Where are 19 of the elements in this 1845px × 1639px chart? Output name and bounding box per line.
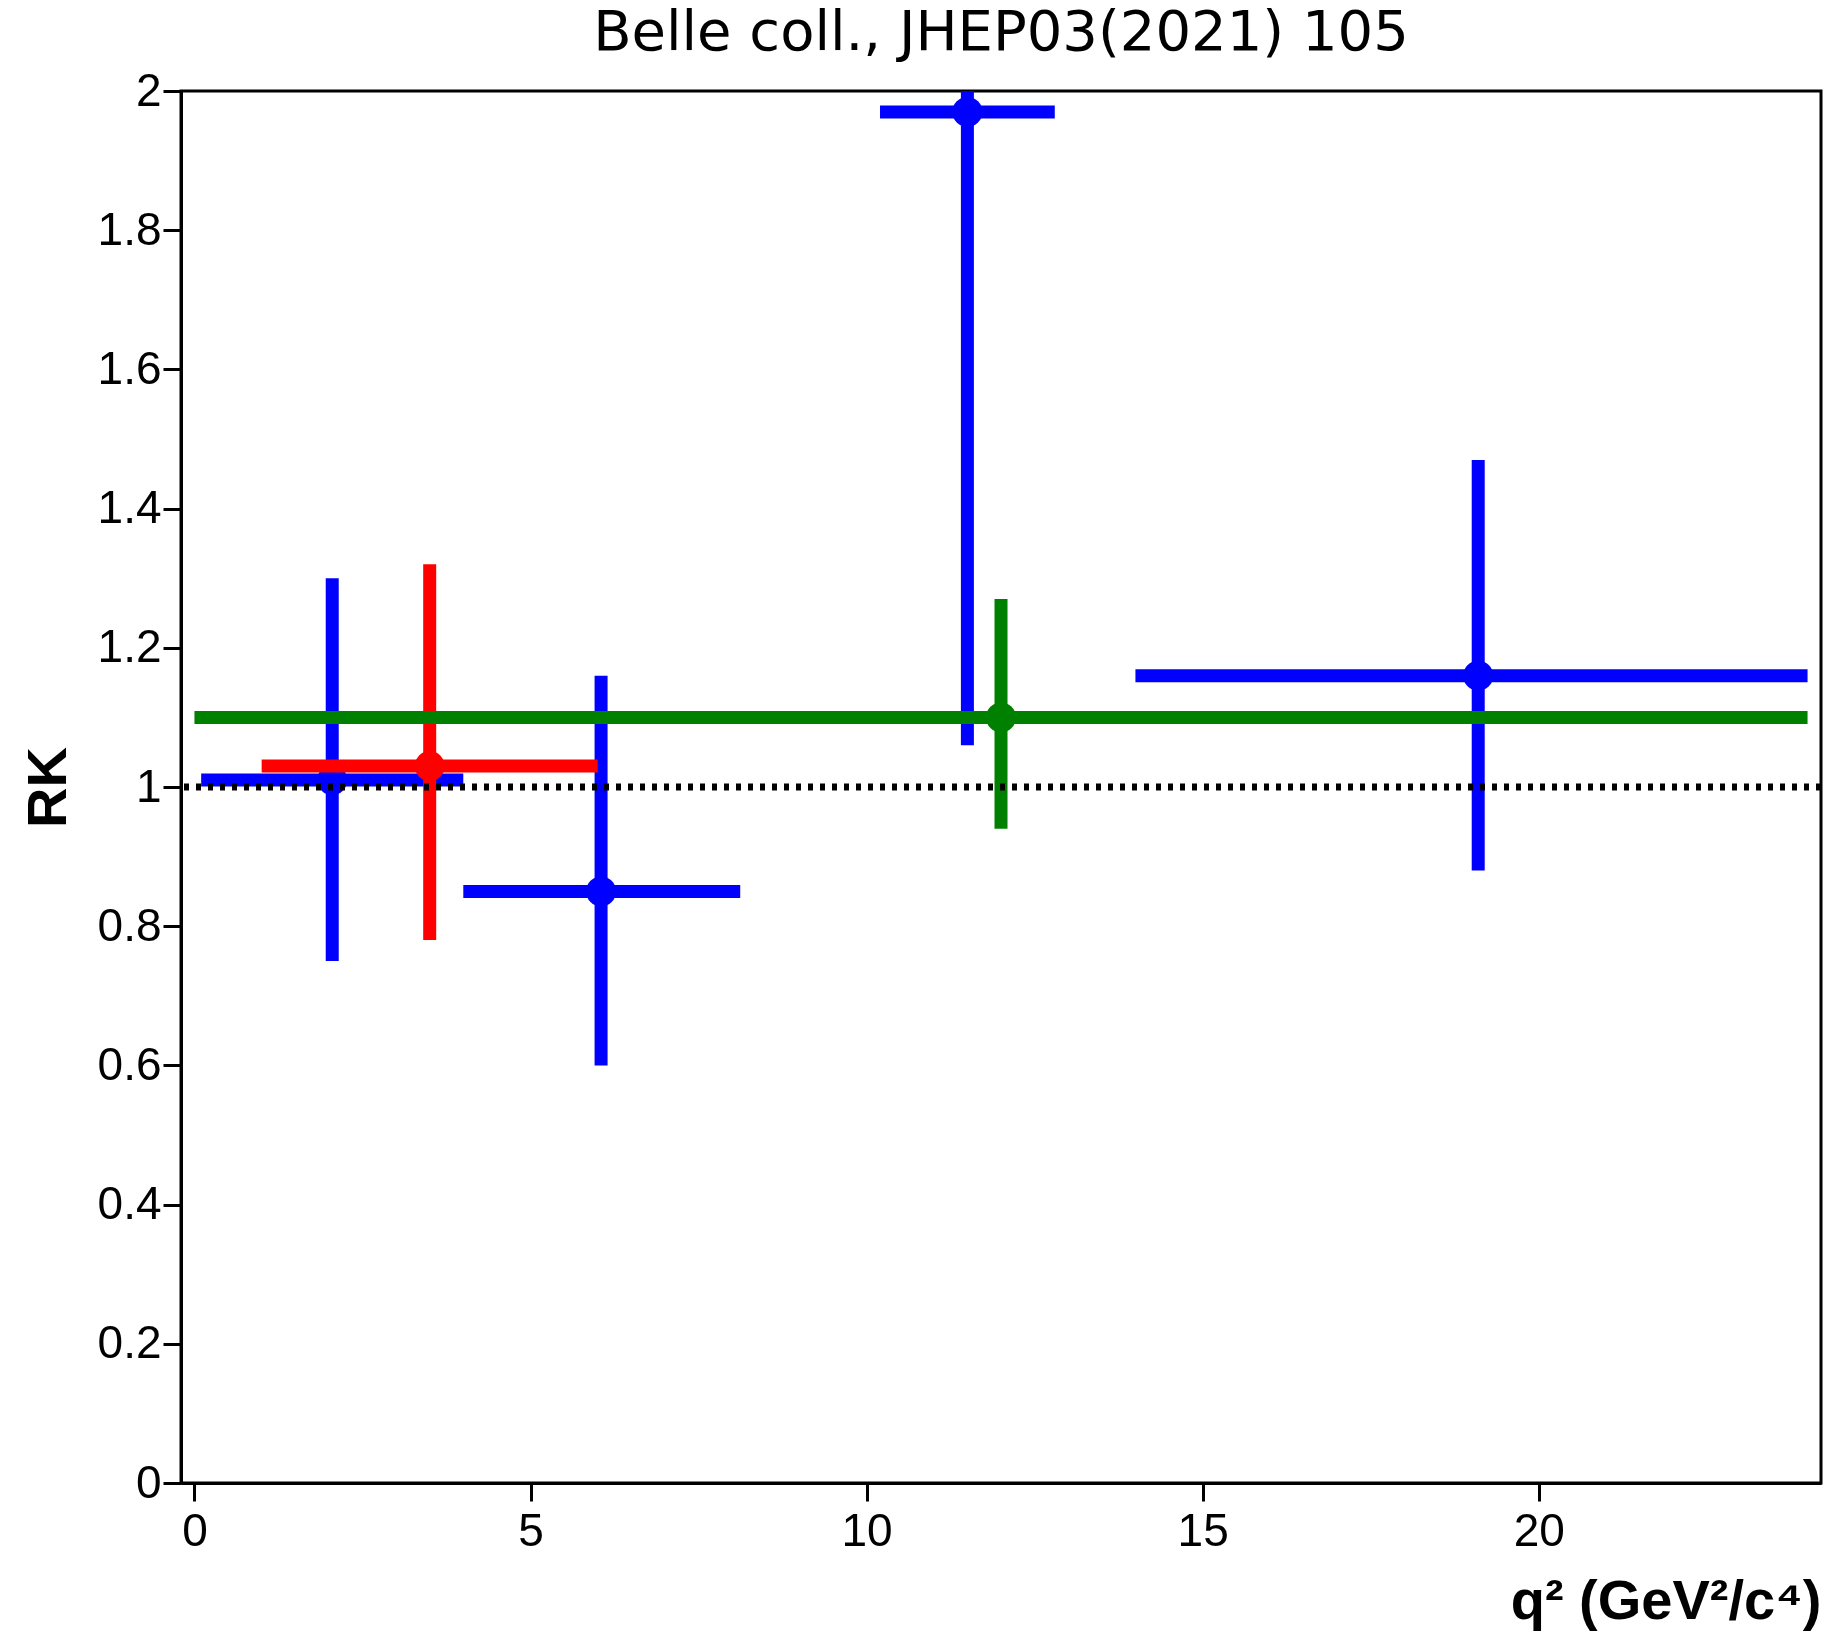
x-tick-label: 5 — [518, 1503, 544, 1556]
y-tick-label: 0.6 — [97, 1037, 162, 1090]
y-axis-title: RK — [14, 747, 78, 828]
y-tick-label: 1.6 — [97, 341, 162, 394]
x-tick-label: 20 — [1513, 1503, 1565, 1556]
x-tick-label: 15 — [1177, 1503, 1229, 1556]
chart-title: Belle coll., JHEP03(2021) 105 — [593, 0, 1409, 63]
y-tick-label: 1 — [135, 759, 162, 812]
x-tick-label: 0 — [182, 1503, 208, 1556]
y-tick-label: 1.8 — [97, 202, 162, 255]
y-tick-label: 0.4 — [97, 1177, 162, 1230]
y-tick-label: 0.2 — [97, 1316, 162, 1369]
y-tick-label: 2 — [135, 63, 162, 116]
y-tick-label: 0 — [135, 1455, 162, 1508]
x-axis-title: q² (GeV²/c⁴) — [1510, 1567, 1822, 1631]
y-tick-label: 1.2 — [97, 620, 162, 673]
y-tick-label: 0.8 — [97, 898, 162, 951]
x-tick-label: 10 — [841, 1503, 893, 1556]
y-tick-label: 1.4 — [97, 481, 162, 534]
